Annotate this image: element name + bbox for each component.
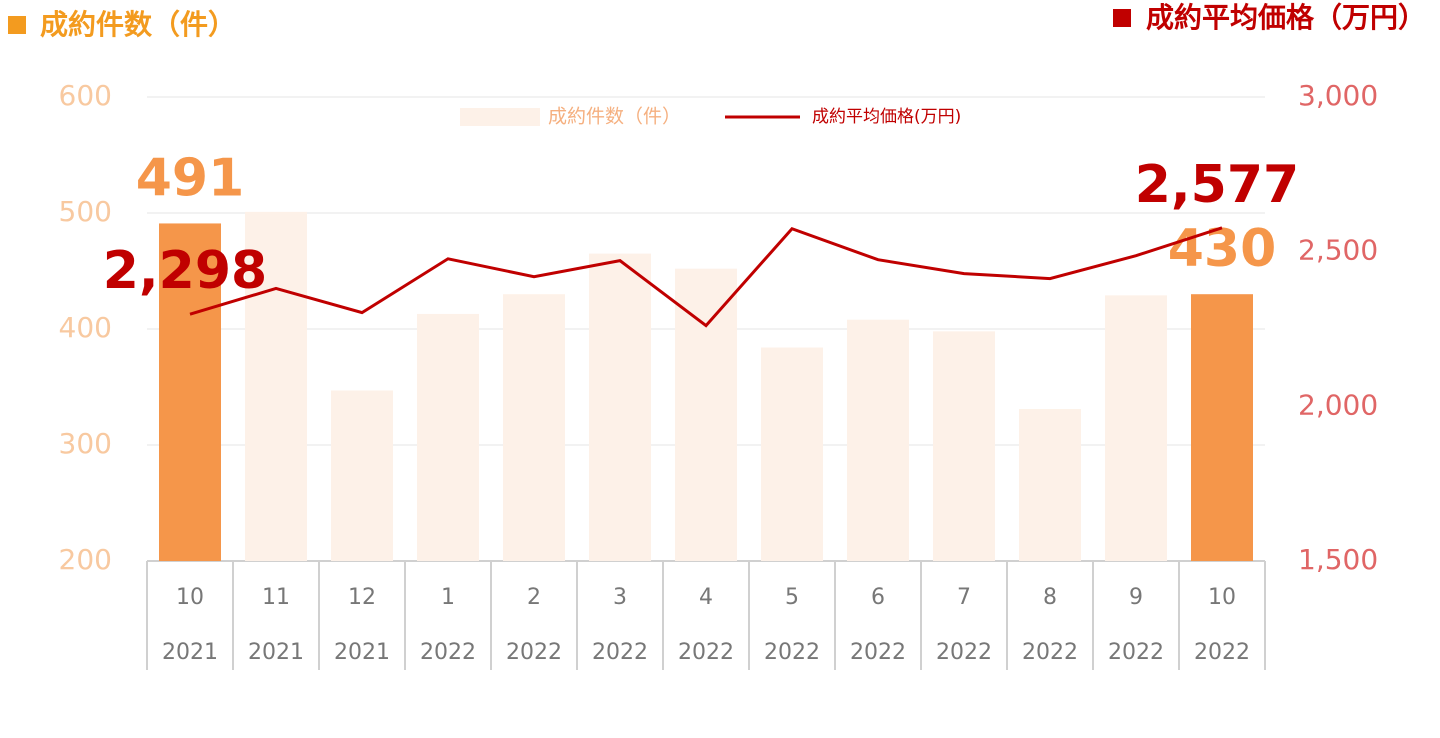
bar xyxy=(417,313,479,561)
x-tick-label: 10 xyxy=(1208,585,1236,610)
x-tick-label: 1 xyxy=(441,585,455,610)
x-tick-year: 2022 xyxy=(1194,640,1250,665)
title-left: 成約件数（件） xyxy=(40,8,236,41)
y2-tick-label: 3,000 xyxy=(1298,79,1378,112)
y2-tick-label: 2,500 xyxy=(1298,234,1378,267)
y-tick-label: 300 xyxy=(59,427,112,460)
y-tick-label: 200 xyxy=(59,543,112,576)
legend-label: 成約平均価格(万円) xyxy=(812,107,961,127)
x-tick-label: 7 xyxy=(957,585,971,610)
x-tick-label: 4 xyxy=(699,585,713,610)
x-tick-year: 2022 xyxy=(936,640,992,665)
title-right: 成約平均価格（万円） xyxy=(1146,1,1426,34)
bar xyxy=(331,390,393,561)
bar xyxy=(589,253,651,561)
legend-swatch xyxy=(460,108,540,126)
x-tick-year: 2022 xyxy=(1022,640,1078,665)
bar xyxy=(159,223,221,561)
bar xyxy=(761,347,823,561)
x-tick-year: 2022 xyxy=(678,640,734,665)
x-tick-year: 2022 xyxy=(506,640,562,665)
x-tick-year: 2021 xyxy=(334,640,390,665)
legend-label: 成約件数（件） xyxy=(548,106,681,128)
x-tick-label: 3 xyxy=(613,585,627,610)
y2-tick-label: 2,000 xyxy=(1298,388,1378,421)
title-right-marker xyxy=(1113,9,1131,27)
x-tick-label: 6 xyxy=(871,585,885,610)
x-tick-label: 10 xyxy=(176,585,204,610)
y-tick-label: 400 xyxy=(59,311,112,344)
line xyxy=(189,226,1223,328)
x-tick-year: 2022 xyxy=(592,640,648,665)
y2-tick-label: 1,500 xyxy=(1298,543,1378,576)
y-tick-label: 600 xyxy=(59,79,112,112)
bar xyxy=(503,294,565,561)
x-tick-year: 2022 xyxy=(1108,640,1164,665)
data-label: 2,298 xyxy=(103,241,267,301)
x-tick-label: 9 xyxy=(1129,585,1143,610)
bar xyxy=(933,331,995,561)
x-tick-label: 12 xyxy=(348,585,376,610)
x-tick-label: 11 xyxy=(262,585,290,610)
bar xyxy=(675,268,737,561)
x-tick-year: 2021 xyxy=(162,640,218,665)
y-tick-label: 500 xyxy=(59,195,112,228)
x-tick-label: 2 xyxy=(527,585,541,610)
x-tick-year: 2022 xyxy=(420,640,476,665)
data-label: 491 xyxy=(136,148,245,208)
x-tick-label: 5 xyxy=(785,585,799,610)
x-tick-year: 2021 xyxy=(248,640,304,665)
x-tick-label: 8 xyxy=(1043,585,1057,610)
bar xyxy=(1105,295,1167,561)
bar xyxy=(245,211,307,561)
bar xyxy=(1019,409,1081,561)
bar xyxy=(847,319,909,561)
title-left-marker xyxy=(8,16,26,34)
data-label: 2,577 xyxy=(1135,155,1299,215)
x-tick-year: 2022 xyxy=(764,640,820,665)
x-tick-year: 2022 xyxy=(850,640,906,665)
bar xyxy=(1191,294,1253,561)
